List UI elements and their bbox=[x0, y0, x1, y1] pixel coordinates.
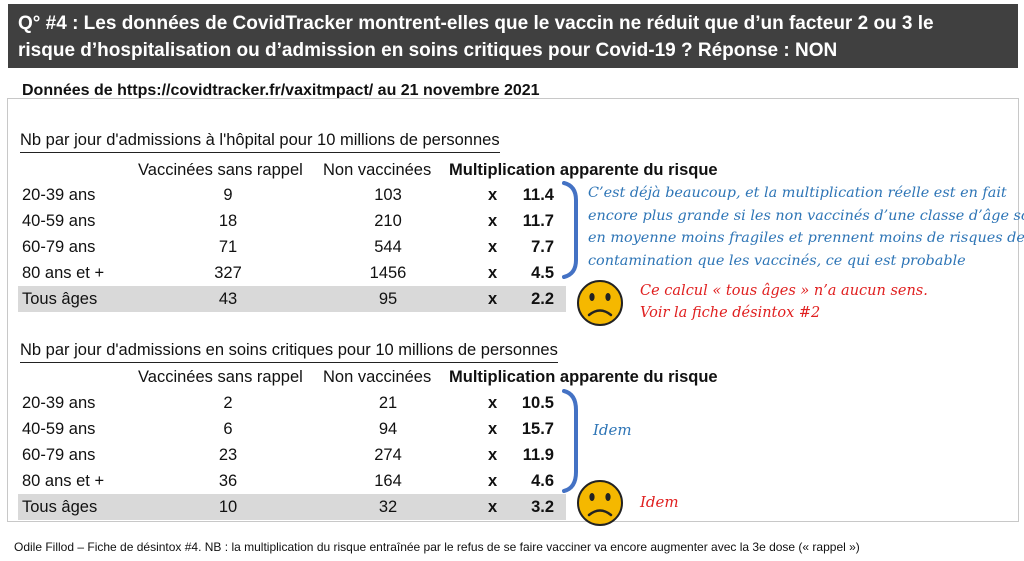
age-cell: 60-79 ans bbox=[22, 446, 96, 464]
vaccinated-cell: 2 bbox=[223, 394, 233, 412]
unvaccinated-cell: 103 bbox=[374, 186, 402, 204]
times-sign: x bbox=[488, 498, 498, 516]
age-cell: Tous âges bbox=[22, 498, 98, 516]
vaccinated-cell: 327 bbox=[214, 264, 242, 282]
times-sign: x bbox=[488, 446, 498, 464]
unvaccinated-cell: 164 bbox=[374, 472, 402, 490]
vaccinated-cell: 23 bbox=[218, 446, 238, 464]
critical-table-title: Nb par jour d'admissions en soins critiq… bbox=[20, 341, 558, 363]
total-row: Tous âges 10 32 x 3.2 bbox=[18, 494, 566, 520]
times-sign: x bbox=[488, 394, 498, 412]
vaccinated-cell: 6 bbox=[223, 420, 233, 438]
unvaccinated-cell: 544 bbox=[374, 238, 402, 256]
table-row: 40-59 ans 6 94 x 15.7 bbox=[18, 416, 566, 442]
multiplication-cell: 11.9 bbox=[522, 446, 554, 464]
unvaccinated-cell: 95 bbox=[378, 290, 398, 308]
sad-face-icon bbox=[577, 280, 623, 326]
header-line-1: Q° #4 : Les données de CovidTracker mont… bbox=[18, 13, 934, 34]
multiplication-cell: 4.5 bbox=[531, 264, 554, 282]
header-line-2: risque d’hospitalisation ou d’admission … bbox=[18, 40, 838, 61]
vaccinated-cell: 9 bbox=[223, 186, 233, 204]
footer-note: Odile Fillod – Fiche de désintox #4. NB … bbox=[14, 540, 860, 554]
table-row: 40-59 ans 18 210 x 11.7 bbox=[18, 208, 566, 234]
table-row: 80 ans et + 327 1456 x 4.5 bbox=[18, 260, 566, 286]
vaccinated-cell: 18 bbox=[218, 212, 238, 230]
age-cell: 80 ans et + bbox=[22, 472, 105, 490]
age-cell: Tous âges bbox=[22, 290, 98, 308]
times-sign: x bbox=[488, 238, 498, 256]
table-row: 20-39 ans 9 103 x 11.4 bbox=[18, 182, 566, 208]
col-header-unvaccinated: Non vaccinées bbox=[323, 368, 432, 386]
multiplication-cell: 15.7 bbox=[521, 420, 554, 438]
red-comment-line: Voir la fiche désintox #2 bbox=[640, 305, 821, 321]
times-sign: x bbox=[488, 212, 498, 230]
vaccinated-cell: 36 bbox=[218, 472, 238, 490]
multiplication-cell: 7.7 bbox=[531, 238, 554, 256]
table-row: 20-39 ans 2 21 x 10.5 bbox=[18, 390, 566, 416]
tables-panel bbox=[7, 98, 1019, 522]
age-cell: 40-59 ans bbox=[22, 212, 96, 230]
col-header-vaccinated: Vaccinées sans rappel bbox=[138, 161, 303, 179]
col-header-vaccinated: Vaccinées sans rappel bbox=[138, 368, 303, 386]
table-row: 60-79 ans 71 544 x 7.7 bbox=[18, 234, 566, 260]
age-cell: 20-39 ans bbox=[22, 186, 96, 204]
right-brace-icon bbox=[562, 181, 578, 279]
multiplication-cell: 11.7 bbox=[522, 212, 554, 230]
total-row: Tous âges 43 95 x 2.2 bbox=[18, 286, 566, 312]
blue-comment-line: en moyenne moins fragiles et prennent mo… bbox=[588, 230, 1024, 246]
idem-blue-note: Idem bbox=[593, 421, 632, 439]
table-row: 60-79 ans 23 274 x 11.9 bbox=[18, 442, 566, 468]
sad-face-icon bbox=[577, 480, 623, 526]
age-cell: 40-59 ans bbox=[22, 420, 96, 438]
age-cell: 60-79 ans bbox=[22, 238, 96, 256]
multiplication-cell: 10.5 bbox=[521, 394, 554, 412]
times-sign: x bbox=[488, 420, 498, 438]
unvaccinated-cell: 32 bbox=[378, 498, 398, 516]
unvaccinated-cell: 210 bbox=[374, 212, 402, 230]
blue-comment: C’est déjà beaucoup, et la multiplicatio… bbox=[588, 182, 1024, 272]
unvaccinated-cell: 21 bbox=[378, 394, 398, 412]
blue-comment-line: contamination que les vaccinés, ce qui e… bbox=[588, 252, 966, 269]
col-header-unvaccinated: Non vaccinées bbox=[323, 161, 432, 179]
times-sign: x bbox=[488, 472, 498, 490]
times-sign: x bbox=[488, 290, 498, 308]
multiplication-cell: 3.2 bbox=[531, 498, 554, 516]
red-comment-line: Ce calcul « tous âges » n’a aucun sens. bbox=[640, 283, 928, 299]
source-line: Données de https://covidtracker.fr/vaxit… bbox=[22, 82, 540, 99]
times-sign: x bbox=[488, 186, 498, 204]
unvaccinated-cell: 274 bbox=[374, 446, 402, 464]
age-cell: 20-39 ans bbox=[22, 394, 96, 412]
vaccinated-cell: 43 bbox=[218, 290, 238, 308]
vaccinated-cell: 71 bbox=[218, 238, 238, 256]
question-header: Q° #4 : Les données de CovidTracker mont… bbox=[8, 4, 1018, 68]
right-brace-icon bbox=[562, 389, 578, 493]
unvaccinated-cell: 1456 bbox=[369, 264, 407, 282]
col-header-multiplication: Multiplication apparente du risque bbox=[449, 368, 718, 386]
hospital-table-title: Nb par jour d'admissions à l'hôpital pou… bbox=[20, 131, 500, 153]
vaccinated-cell: 10 bbox=[218, 498, 238, 516]
unvaccinated-cell: 94 bbox=[378, 420, 398, 438]
multiplication-cell: 11.4 bbox=[522, 186, 554, 204]
blue-comment-line: C’est déjà beaucoup, et la multiplicatio… bbox=[588, 185, 1007, 201]
blue-comment-line: encore plus grande si les non vaccinés d… bbox=[588, 207, 1024, 224]
age-cell: 80 ans et + bbox=[22, 264, 105, 282]
table-row: 80 ans et + 36 164 x 4.6 bbox=[18, 468, 566, 494]
times-sign: x bbox=[488, 264, 498, 282]
multiplication-cell: 4.6 bbox=[531, 472, 554, 490]
idem-red-note: Idem bbox=[640, 493, 679, 511]
multiplication-cell: 2.2 bbox=[531, 290, 554, 308]
col-header-multiplication: Multiplication apparente du risque bbox=[449, 161, 718, 179]
red-comment: Ce calcul « tous âges » n’a aucun sens. … bbox=[640, 280, 928, 324]
